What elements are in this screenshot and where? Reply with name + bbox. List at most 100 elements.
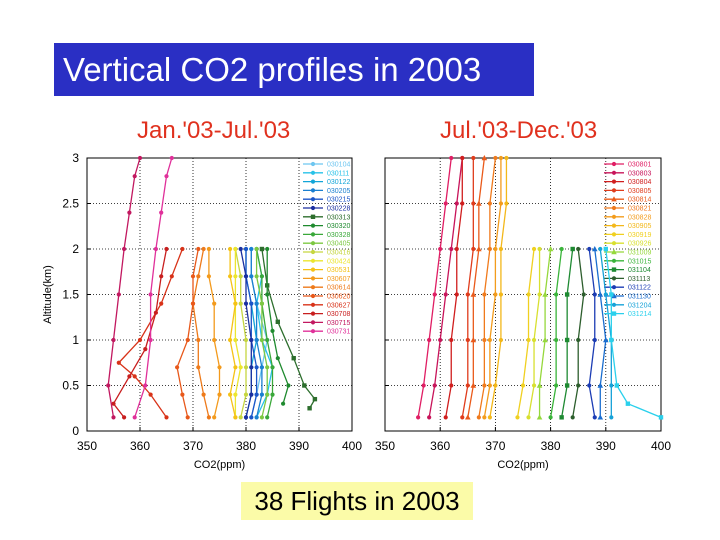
left-legend-marker bbox=[310, 293, 316, 299]
right-data-point-030828 bbox=[498, 155, 504, 161]
left-data-point-030627 bbox=[180, 246, 185, 252]
right-legend-entry-031015: 031015 bbox=[628, 258, 651, 265]
left-data-point-030627 bbox=[137, 337, 143, 343]
left-y-tick-label: 0.5 bbox=[62, 379, 79, 393]
left-data-point-030731 bbox=[153, 246, 158, 252]
left-data-point-030228 bbox=[249, 392, 254, 397]
right-data-point-030801 bbox=[449, 155, 454, 161]
right-data-point-030821 bbox=[482, 383, 487, 388]
right-legend-entry-031104: 031104 bbox=[628, 267, 651, 274]
left-data-point-030715 bbox=[132, 174, 137, 179]
right-data-point-031130 bbox=[603, 337, 609, 343]
left-y-tick-label: 1 bbox=[72, 333, 79, 347]
left-data-point-030607 bbox=[212, 415, 217, 420]
left-data-point-030627 bbox=[132, 374, 137, 379]
left-data-point-030731 bbox=[159, 210, 164, 215]
left-y-tick-label: 3 bbox=[72, 151, 79, 165]
right-legend-marker bbox=[611, 285, 617, 290]
left-data-point-030715 bbox=[137, 155, 143, 161]
right-data-point-030821 bbox=[482, 292, 487, 297]
right-data-point-031122 bbox=[592, 337, 597, 343]
right-data-point-030828 bbox=[482, 415, 487, 420]
right-legend-marker bbox=[611, 179, 617, 184]
right-data-point-031204 bbox=[603, 292, 608, 297]
left-data-point-030416 bbox=[238, 274, 243, 279]
right-x-tick-label: 380 bbox=[541, 439, 561, 453]
right-data-point-030804 bbox=[460, 201, 465, 206]
right-data-point-031104 bbox=[564, 337, 570, 343]
right-legend-marker bbox=[611, 196, 617, 202]
right-data-point-030828 bbox=[498, 201, 504, 206]
left-data-point-030328 bbox=[270, 392, 275, 397]
left-data-point-030708 bbox=[143, 347, 148, 352]
right-data-point-030919 bbox=[515, 415, 520, 420]
left-legend-entry-030531: 030531 bbox=[327, 267, 350, 274]
right-legend-entry-030905: 030905 bbox=[628, 223, 651, 230]
right-legend-entry-030828: 030828 bbox=[628, 214, 651, 221]
left-legend-entry-030614: 030614 bbox=[327, 285, 350, 292]
left-x-tick-label: 400 bbox=[342, 439, 362, 453]
left-legend-entry-030111: 030111 bbox=[327, 170, 349, 177]
left-data-point-030313 bbox=[307, 406, 312, 411]
left-x-tick-label: 380 bbox=[236, 439, 256, 453]
right-x-tick-label: 360 bbox=[430, 439, 450, 453]
left-y-tick-label: 1.5 bbox=[62, 288, 79, 302]
left-data-point-030424 bbox=[233, 274, 238, 279]
right-data-point-031104 bbox=[564, 292, 570, 297]
right-data-point-030814 bbox=[470, 337, 477, 343]
left-data-point-030228 bbox=[243, 274, 249, 279]
right-data-point-030814 bbox=[465, 414, 471, 420]
left-data-point-030405 bbox=[259, 301, 264, 306]
left-data-point-030708 bbox=[127, 374, 132, 379]
right-data-point-030803 bbox=[449, 246, 454, 252]
left-legend-marker bbox=[310, 302, 316, 307]
left-data-point-030328 bbox=[270, 365, 275, 370]
left-data-point-030614 bbox=[206, 415, 211, 420]
right-legend-marker bbox=[611, 170, 617, 175]
right-data-point-030801 bbox=[421, 383, 426, 388]
right-data-point-031130 bbox=[597, 414, 604, 420]
left-data-point-030205 bbox=[259, 365, 264, 370]
left-legend-entry-030320: 030320 bbox=[327, 223, 350, 230]
right-data-point-031104 bbox=[559, 415, 564, 420]
left-data-point-030627 bbox=[148, 392, 153, 397]
left-data-point-030731 bbox=[148, 292, 153, 297]
left-legend-entry-030627: 030627 bbox=[327, 302, 350, 309]
left-data-point-030215 bbox=[243, 246, 249, 252]
right-legend-marker bbox=[611, 302, 617, 307]
right-legend-entry-030926: 030926 bbox=[628, 241, 651, 248]
left-legend-entry-030405: 030405 bbox=[327, 241, 350, 248]
left-data-point-030620 bbox=[185, 337, 190, 343]
right-data-point-030919 bbox=[526, 337, 531, 343]
left-x-axis-label: CO2(ppm) bbox=[194, 459, 245, 471]
right-data-point-030801 bbox=[438, 246, 443, 252]
right-data-point-030926 bbox=[531, 337, 537, 343]
left-legend-marker bbox=[310, 223, 316, 228]
right-data-point-031113 bbox=[570, 415, 575, 420]
right-legend-marker bbox=[611, 258, 617, 263]
left-data-point-030424 bbox=[233, 246, 238, 252]
right-data-point-031009 bbox=[536, 382, 543, 388]
right-legend-marker bbox=[611, 267, 617, 272]
left-legend-marker bbox=[310, 205, 316, 211]
left-data-point-030313 bbox=[291, 356, 296, 361]
right-data-point-031015 bbox=[554, 383, 559, 388]
left-data-point-030424 bbox=[233, 337, 238, 343]
footer-caption: 38 Flights in 2003 bbox=[241, 482, 473, 520]
left-data-point-030424 bbox=[233, 392, 238, 397]
left-data-point-030215 bbox=[249, 415, 254, 420]
left-data-point-030405 bbox=[254, 246, 259, 252]
right-data-point-030919 bbox=[531, 246, 537, 252]
left-data-point-030620 bbox=[190, 274, 196, 279]
left-series-line-030320 bbox=[266, 249, 290, 404]
left-data-point-030405 bbox=[254, 274, 259, 279]
left-data-point-030708 bbox=[159, 274, 164, 279]
left-legend-marker bbox=[310, 249, 316, 255]
right-legend-marker bbox=[611, 249, 617, 255]
right-data-point-031104 bbox=[570, 246, 575, 252]
left-data-point-030715 bbox=[111, 337, 116, 343]
left-data-point-030228 bbox=[243, 301, 249, 306]
right-data-point-030905 bbox=[487, 415, 492, 420]
left-data-point-030205 bbox=[254, 415, 259, 420]
